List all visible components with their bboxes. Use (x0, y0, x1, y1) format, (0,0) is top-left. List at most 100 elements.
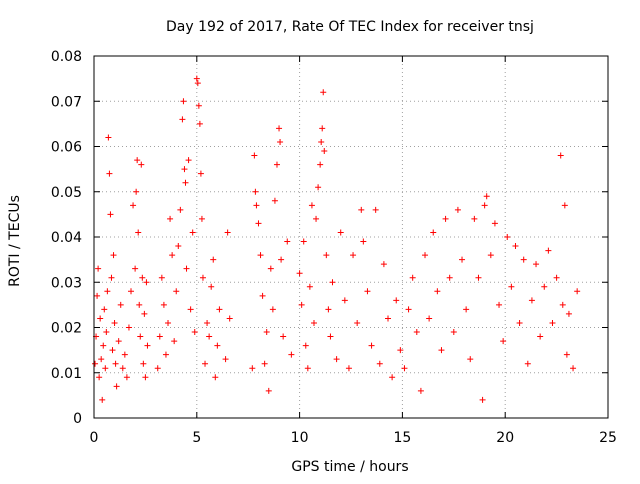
data-point (261, 360, 268, 367)
data-point (182, 179, 189, 186)
data-point (137, 333, 144, 340)
data-point (333, 356, 340, 363)
x-tick-label: 15 (393, 430, 411, 446)
data-point (320, 89, 327, 96)
data-point (438, 347, 445, 354)
data-point (317, 161, 324, 168)
y-tick-label: 0 (73, 411, 82, 427)
data-point (358, 206, 365, 213)
data-point (304, 365, 311, 372)
data-point (549, 319, 556, 326)
data-point (251, 152, 258, 159)
data-point (128, 288, 135, 295)
data-point (380, 261, 387, 268)
data-point (385, 315, 392, 322)
data-point (302, 342, 309, 349)
data-point (300, 238, 307, 245)
data-point (405, 306, 412, 313)
data-point (426, 315, 433, 322)
data-point (298, 301, 305, 308)
data-point (142, 374, 149, 381)
ticks-layer: 0 5 10 15 20 25 0 0.01 0.02 0.03 0.04 0.05 0.06 0.07 0… (51, 49, 617, 446)
data-point (430, 229, 437, 236)
data-point (249, 365, 256, 372)
data-point (165, 319, 172, 326)
y-axis-label: ROTI / TECUs (7, 195, 23, 287)
data-point (504, 234, 511, 240)
data-point (315, 184, 322, 191)
data-point (277, 138, 284, 145)
x-tick-label: 20 (496, 430, 514, 446)
data-point (397, 347, 404, 354)
data-point (475, 274, 482, 281)
data-point (117, 301, 124, 308)
data-point (265, 387, 272, 394)
data-point (202, 360, 209, 367)
data-point (173, 288, 180, 295)
data-point (450, 329, 457, 336)
data-point (198, 215, 205, 222)
data-point (212, 374, 219, 381)
data-point (296, 270, 303, 277)
data-point (185, 157, 192, 164)
data-point (99, 396, 106, 403)
y-tick-label: 0.04 (51, 230, 82, 246)
data-point (141, 310, 148, 317)
chart-title: Day 192 of 2017, Rate Of TEC Index for r… (166, 19, 534, 35)
data-point (222, 356, 229, 363)
data-point (491, 220, 498, 227)
data-point (257, 252, 264, 259)
data-point (483, 193, 490, 200)
data-point (133, 188, 140, 195)
data-point (337, 229, 344, 236)
data-point (102, 365, 109, 372)
data-point (143, 279, 150, 286)
data-point (269, 306, 276, 313)
data-point (288, 351, 295, 358)
data-point (345, 365, 352, 372)
data-point (376, 360, 383, 367)
data-point (278, 256, 285, 263)
data-point (135, 229, 142, 236)
x-tick-label: 0 (90, 430, 99, 446)
data-point (368, 342, 375, 349)
data-point (108, 274, 115, 281)
data-point (545, 247, 552, 254)
data-point (194, 80, 201, 87)
data-point (214, 342, 221, 349)
x-tick-label: 25 (599, 430, 617, 446)
data-point (193, 75, 200, 82)
y-tick-label: 0.08 (51, 49, 82, 65)
data-point (111, 319, 118, 326)
data-point (197, 170, 204, 177)
data-point (196, 120, 203, 127)
data-point (160, 301, 167, 308)
data-point (520, 256, 527, 263)
data-point (280, 333, 287, 340)
data-point (541, 283, 548, 290)
data-point (171, 338, 178, 345)
y-tick-label: 0.07 (51, 94, 82, 110)
data-point (273, 161, 280, 168)
data-point (177, 206, 184, 213)
data-point (167, 215, 174, 222)
data-point (206, 333, 213, 340)
data-point (481, 202, 488, 209)
data-point (132, 265, 139, 272)
data-point (224, 229, 231, 236)
points-layer (92, 75, 581, 403)
data-point (319, 125, 326, 132)
y-tick-label: 0.03 (51, 275, 82, 291)
data-point (97, 315, 104, 322)
data-point (98, 356, 105, 363)
data-point (559, 301, 566, 308)
data-point (191, 329, 198, 336)
data-point (329, 279, 336, 286)
data-point (179, 116, 186, 123)
data-point (467, 356, 474, 363)
data-point (487, 252, 494, 259)
data-point (327, 333, 334, 340)
data-point (341, 297, 348, 304)
y-tick-label: 0.06 (51, 140, 82, 156)
